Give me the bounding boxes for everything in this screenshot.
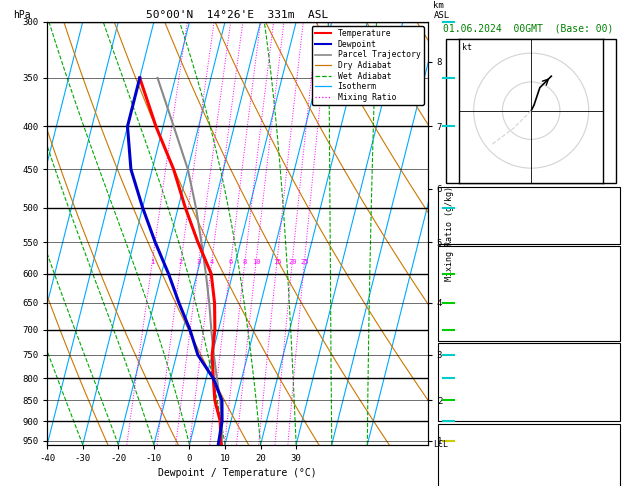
Text: 10: 10 bbox=[252, 259, 260, 264]
Text: Pressure (mb): Pressure (mb) bbox=[444, 358, 514, 367]
Bar bbox=[438, 187, 620, 244]
Text: 50: 50 bbox=[603, 211, 614, 220]
Text: Totals Totals: Totals Totals bbox=[444, 211, 514, 220]
Bar bbox=[438, 343, 620, 421]
Text: Lifted Index: Lifted Index bbox=[444, 303, 509, 312]
Text: 3: 3 bbox=[197, 259, 201, 264]
Text: CIN (J): CIN (J) bbox=[444, 410, 482, 419]
Text: θᴄ (K): θᴄ (K) bbox=[444, 371, 477, 381]
Text: Hodograph: Hodograph bbox=[505, 426, 554, 435]
Text: Dewp (°C): Dewp (°C) bbox=[444, 276, 493, 284]
Text: PW (cm): PW (cm) bbox=[444, 230, 482, 239]
Text: hPa: hPa bbox=[13, 10, 31, 20]
Text: -12: -12 bbox=[598, 440, 614, 449]
Text: 1.51: 1.51 bbox=[593, 230, 614, 239]
Text: 25: 25 bbox=[300, 259, 309, 264]
Text: Most Unstable: Most Unstable bbox=[494, 345, 564, 354]
Bar bbox=[438, 424, 620, 486]
Bar bbox=[447, 39, 616, 183]
Text: 6: 6 bbox=[609, 303, 614, 312]
Text: Surface: Surface bbox=[510, 248, 548, 257]
Text: 0: 0 bbox=[609, 398, 614, 406]
Text: 2: 2 bbox=[179, 259, 183, 264]
X-axis label: Dewpoint / Temperature (°C): Dewpoint / Temperature (°C) bbox=[158, 469, 317, 478]
Text: CIN (J): CIN (J) bbox=[444, 330, 482, 339]
Text: StmSpd (kt): StmSpd (kt) bbox=[444, 482, 503, 486]
Text: K: K bbox=[444, 192, 450, 201]
Text: 2: 2 bbox=[609, 384, 614, 393]
Y-axis label: Mixing Ratio (g/kg): Mixing Ratio (g/kg) bbox=[445, 186, 454, 281]
Text: 308: 308 bbox=[598, 371, 614, 381]
Bar bbox=[438, 246, 620, 341]
Text: LCL: LCL bbox=[433, 440, 448, 449]
Text: 8: 8 bbox=[243, 259, 247, 264]
Text: 6: 6 bbox=[229, 259, 233, 264]
Text: km
ASL: km ASL bbox=[433, 1, 450, 20]
Title: 50°00'N  14°26'E  331m  ASL: 50°00'N 14°26'E 331m ASL bbox=[147, 10, 328, 20]
Text: θᴄ(K): θᴄ(K) bbox=[444, 289, 471, 298]
Legend: Temperature, Dewpoint, Parcel Trajectory, Dry Adiabat, Wet Adiabat, Isotherm, Mi: Temperature, Dewpoint, Parcel Trajectory… bbox=[312, 26, 424, 105]
Text: 22: 22 bbox=[603, 192, 614, 201]
Text: 9: 9 bbox=[609, 262, 614, 271]
Text: 15: 15 bbox=[273, 259, 281, 264]
Text: 303: 303 bbox=[598, 289, 614, 298]
Text: Temp (°C): Temp (°C) bbox=[444, 262, 493, 271]
Text: 01.06.2024  00GMT  (Base: 00): 01.06.2024 00GMT (Base: 00) bbox=[443, 24, 613, 34]
Text: 256°: 256° bbox=[593, 468, 614, 477]
Text: 8.1: 8.1 bbox=[598, 276, 614, 284]
Text: Lifted Index: Lifted Index bbox=[444, 384, 509, 393]
Text: 0: 0 bbox=[609, 330, 614, 339]
Text: CAPE (J): CAPE (J) bbox=[444, 398, 487, 406]
Text: 4: 4 bbox=[609, 454, 614, 463]
Text: 20: 20 bbox=[288, 259, 296, 264]
Text: SREH: SREH bbox=[444, 454, 466, 463]
Text: 0: 0 bbox=[609, 316, 614, 325]
Text: 0: 0 bbox=[609, 410, 614, 419]
Text: 4: 4 bbox=[209, 259, 214, 264]
Text: 925: 925 bbox=[598, 358, 614, 367]
Text: EH: EH bbox=[444, 440, 455, 449]
Text: CAPE (J): CAPE (J) bbox=[444, 316, 487, 325]
Text: 13: 13 bbox=[603, 482, 614, 486]
Text: StmDir: StmDir bbox=[444, 468, 477, 477]
Text: 1: 1 bbox=[150, 259, 155, 264]
